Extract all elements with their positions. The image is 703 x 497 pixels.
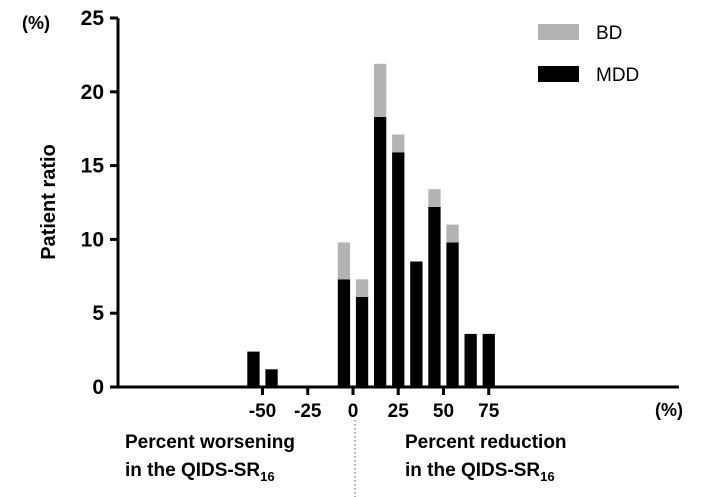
x-unit-label: (%): [655, 400, 683, 420]
legend-swatch-mdd: [538, 66, 579, 82]
reduction-label-text: in the QIDS-SR: [405, 460, 540, 481]
bar-mdd-6: [392, 152, 405, 387]
x-tick-label-0: -50: [249, 401, 276, 422]
worsening-label-text: in the QIDS-SR: [125, 460, 260, 481]
x-tick-label-5: 75: [478, 401, 500, 422]
reduction-label-line1: Percent reduction: [405, 432, 567, 453]
y-unit-label: (%): [22, 13, 50, 33]
y-ticks: 0 5 10 15 20 25: [81, 7, 118, 399]
x-tick-label-2: 0: [348, 401, 359, 422]
worsening-label-subscript: 16: [260, 469, 274, 484]
y-tick-label-5: 25: [81, 7, 105, 30]
worsening-label-line2: in the QIDS-SR16: [125, 460, 275, 484]
bar-mdd-5: [374, 116, 387, 388]
bar-mdd-10: [464, 333, 477, 387]
y-tick-label-4: 20: [81, 81, 104, 104]
y-tick-label-3: 15: [81, 155, 105, 178]
bar-bd-3: [337, 242, 351, 280]
bar-mdd-9: [446, 242, 459, 387]
bar-mdd-4: [355, 297, 369, 387]
reduction-label-subscript: 16: [540, 469, 554, 484]
bar-bd-8: [428, 189, 441, 207]
bar-bd-5: [374, 63, 387, 117]
y-tick-label-1: 5: [92, 302, 104, 325]
bar-bd-6: [392, 134, 405, 153]
x-tick-label-4: 50: [433, 401, 454, 422]
x-tick-label-1: -25: [294, 401, 322, 422]
y-axis-title: Patient ratio: [38, 144, 60, 260]
x-ticks: -50 -25 0 25 50 75: [249, 387, 500, 422]
y-tick-label-2: 10: [81, 228, 104, 251]
reduction-label-line2: in the QIDS-SR16: [405, 460, 555, 484]
bar-mdd-11: [482, 333, 495, 387]
bar-mdd-8: [428, 206, 441, 387]
bar-mdd-7: [410, 261, 423, 387]
bar-mdd-1: [265, 369, 278, 387]
legend-swatch-bd: [538, 24, 579, 40]
bar-mdd-0: [247, 351, 260, 387]
bar-mdd-3: [337, 279, 351, 387]
worsening-label-line1: Percent worsening: [125, 432, 295, 453]
legend-label-mdd: MDD: [596, 65, 639, 86]
x-tick-label-3: 25: [388, 401, 410, 422]
bar-bd-4: [355, 279, 369, 297]
legend-label-bd: BD: [596, 23, 622, 44]
bar-bd-9: [446, 224, 459, 243]
y-tick-label-0: 0: [92, 376, 104, 399]
bars-group: [247, 63, 495, 388]
